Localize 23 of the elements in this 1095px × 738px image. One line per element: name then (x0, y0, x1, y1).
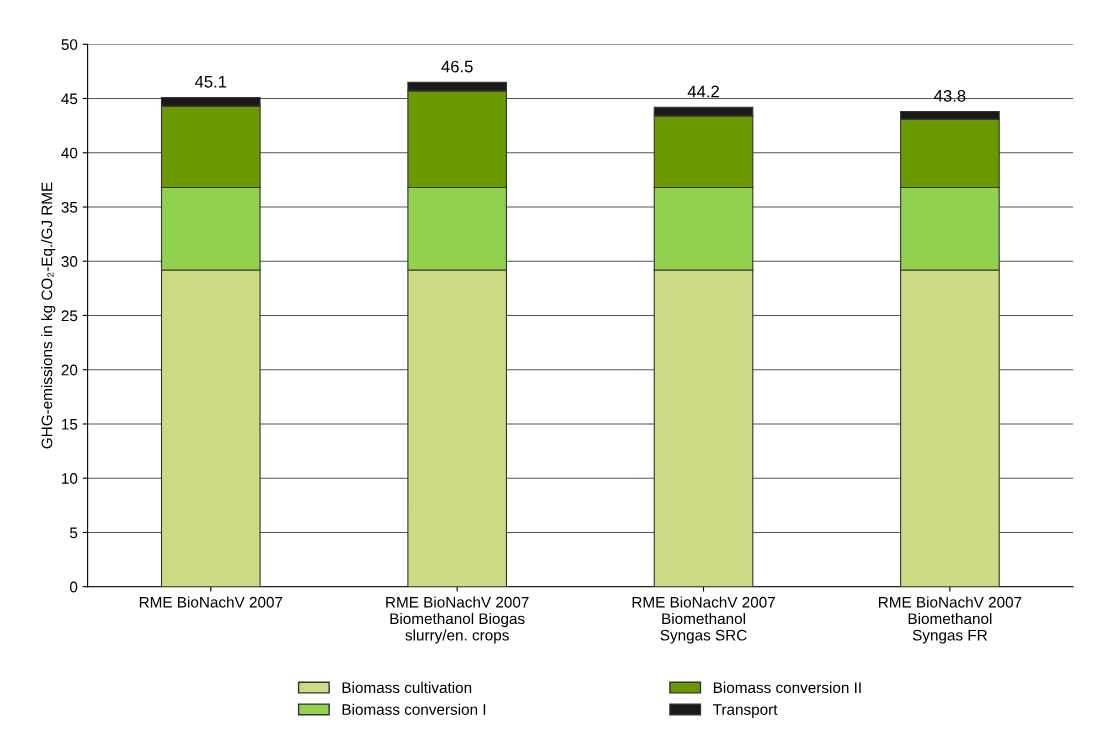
y-tick-label: 40 (61, 147, 78, 159)
y-axis-title: GHG-emissions in kg CO₂-Eq./GJ RME (41, 182, 56, 449)
y-tick-label: 35 (61, 201, 78, 213)
y-tick-label: 20 (61, 364, 78, 376)
y-tick-label: 15 (62, 419, 78, 430)
x-tick-label: RME BioNachV 2007 Biomethanol Biogas slurry/en. crops (386, 596, 529, 644)
legend-label: Biomass conversion II (713, 681, 861, 694)
legend-label: Biomass conversion I (342, 703, 486, 715)
y-tick-label: 0 (69, 581, 78, 593)
total-label: 44.2 (687, 85, 719, 98)
y-tick-label: 10 (62, 473, 78, 484)
y-tick-label: 25 (61, 310, 78, 322)
y-tick-label: 30 (61, 256, 78, 267)
y-tick-label: 5 (69, 527, 78, 539)
total-label: 45.1 (194, 76, 227, 88)
legend-label: Transport (713, 704, 778, 718)
x-tick-label: RME BioNachV 2007 (139, 596, 283, 608)
y-tick-label: 50 (61, 39, 78, 50)
total-label: 46.5 (441, 60, 473, 73)
x-tick-label: RME BioNachV 2007 Biomethanol Syngas FR (878, 596, 1022, 644)
y-tick-label: 45 (61, 93, 78, 105)
x-tick-label: RME BioNachV 2007 Biomethanol Syngas SRC (632, 596, 775, 644)
legend-label: Biomass cultivation (342, 681, 472, 694)
